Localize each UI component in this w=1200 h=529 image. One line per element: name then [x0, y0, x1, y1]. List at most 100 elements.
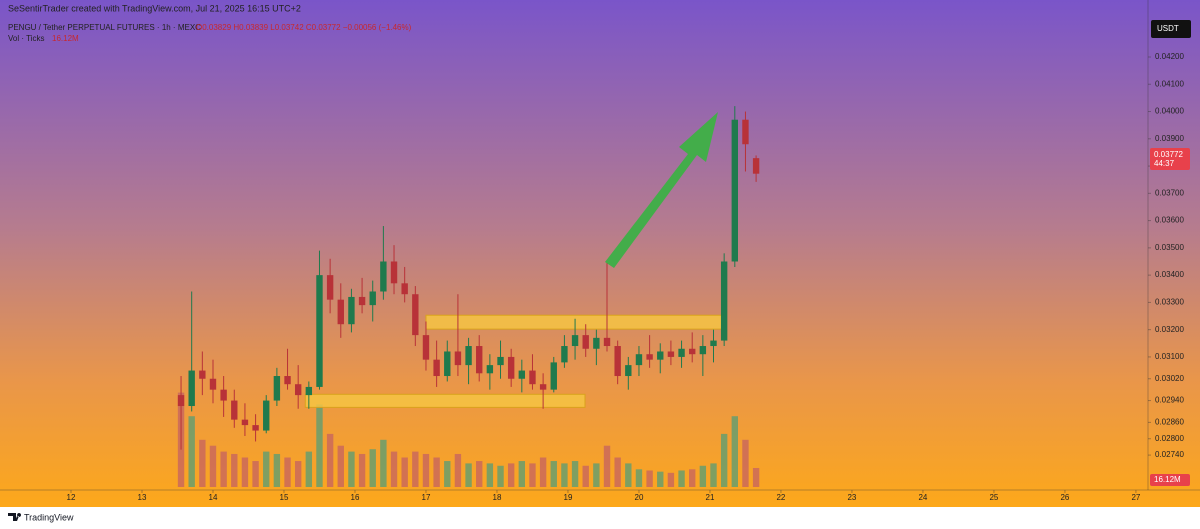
x-tick-label: 25 [989, 493, 998, 502]
volume-bar [635, 469, 643, 487]
volume-bar [337, 445, 344, 487]
volume-bar [657, 471, 664, 487]
x-tick-label: 27 [1131, 493, 1140, 502]
candle-body [241, 419, 249, 426]
candle-body [529, 370, 536, 385]
candle-body [209, 378, 217, 390]
volume-bar [614, 457, 621, 487]
candle-body [667, 351, 675, 357]
candle-body [188, 370, 195, 407]
candle-body [294, 384, 302, 396]
volume-bar [305, 451, 313, 487]
volume-axis-label: 16.12M [1154, 475, 1181, 484]
candle-body [231, 400, 238, 420]
x-tick-label: 16 [351, 493, 360, 502]
volume-bar [720, 433, 728, 487]
volume-bar [593, 463, 600, 487]
candle-body [689, 348, 696, 355]
candle-body [305, 386, 313, 396]
y-tick-label: 0.04100 [1155, 79, 1184, 88]
volume-bar [188, 416, 195, 487]
volume-bar [284, 457, 291, 487]
last-price: 0.03772 [1154, 150, 1183, 159]
credit: SeSentirTrader created with TradingView.… [8, 3, 301, 13]
x-tick-label: 18 [493, 493, 502, 502]
y-tick-label: 0.02740 [1155, 450, 1184, 459]
candle-body [358, 296, 366, 306]
y-tick-label: 0.03020 [1155, 374, 1184, 383]
volume-bar [422, 453, 430, 487]
volume-bar [731, 416, 738, 487]
x-tick-label: 17 [422, 493, 431, 502]
y-tick-label: 0.03100 [1155, 352, 1184, 361]
candle-body [710, 340, 717, 347]
zone [304, 393, 586, 408]
symbol: PENGU / Tether PERPETUAL FUTURES · 1h · … [8, 23, 201, 32]
volume-value: 16.12M [52, 34, 79, 43]
volume-bar [316, 404, 323, 487]
volume-bar [390, 451, 398, 487]
candle-body [699, 346, 707, 355]
candle-body [422, 335, 430, 360]
candle-body [518, 370, 526, 379]
currency-box [1151, 20, 1191, 38]
y-tick-label: 0.03900 [1155, 134, 1184, 143]
y-tick-label: 0.02800 [1155, 434, 1184, 443]
x-tick-label: 14 [209, 493, 218, 502]
footer [0, 507, 1200, 529]
candle-body [263, 400, 270, 431]
volume-bar [358, 453, 366, 487]
volume-bar [518, 461, 526, 487]
volume-bar [209, 445, 217, 487]
candle-body [220, 389, 227, 401]
volume-axis-box [1150, 474, 1190, 486]
y-tick-label: 0.03300 [1155, 298, 1184, 307]
candle-body [603, 337, 611, 347]
volume-bar [476, 461, 483, 487]
volume-bar [646, 470, 653, 487]
volume-bar [199, 439, 206, 487]
countdown: 44:37 [1154, 159, 1175, 168]
y-tick-label: 0.02940 [1155, 396, 1184, 405]
y-tick-label: 0.04000 [1155, 107, 1184, 116]
volume-bar [444, 461, 451, 487]
candle-body [369, 291, 376, 306]
volume-bar [252, 461, 259, 487]
candle-body [348, 296, 355, 325]
candle-body [316, 275, 323, 387]
x-tick-label: 23 [847, 493, 856, 502]
x-tick-label: 22 [776, 493, 785, 502]
candle-body [720, 261, 728, 341]
candle-body [571, 335, 579, 347]
candle-body [401, 283, 408, 295]
volume-bar [486, 463, 494, 487]
x-tick-label: 13 [138, 493, 147, 502]
volume-bar [369, 449, 376, 487]
candle-body [390, 261, 398, 284]
candle-body [380, 261, 387, 292]
y-tick-label: 0.03500 [1155, 243, 1184, 252]
volume-bar [412, 451, 419, 487]
volume-bar [752, 467, 760, 487]
volume-bar [571, 461, 579, 487]
volume-bar [742, 439, 749, 487]
volume-bar [380, 439, 387, 487]
volume-bar [263, 451, 270, 487]
volume-bar [348, 451, 355, 487]
y-tick-label: 0.04200 [1155, 52, 1184, 61]
y-tick-label: 0.03700 [1155, 188, 1184, 197]
x-tick-label: 12 [67, 493, 76, 502]
currency: USDT [1157, 24, 1179, 33]
x-tick-label: 26 [1060, 493, 1069, 502]
x-tick-label: 15 [280, 493, 289, 502]
candle-body [326, 275, 334, 300]
candle-body [752, 158, 760, 174]
axis-layer: 0.042000.041000.040000.039000.038000.037… [67, 52, 1185, 502]
x-tick-label: 21 [706, 493, 715, 502]
volume-bar [625, 463, 632, 487]
volume-bar [326, 433, 334, 487]
arrow [605, 112, 718, 268]
candle-body [561, 346, 568, 363]
candle-body [635, 354, 643, 366]
